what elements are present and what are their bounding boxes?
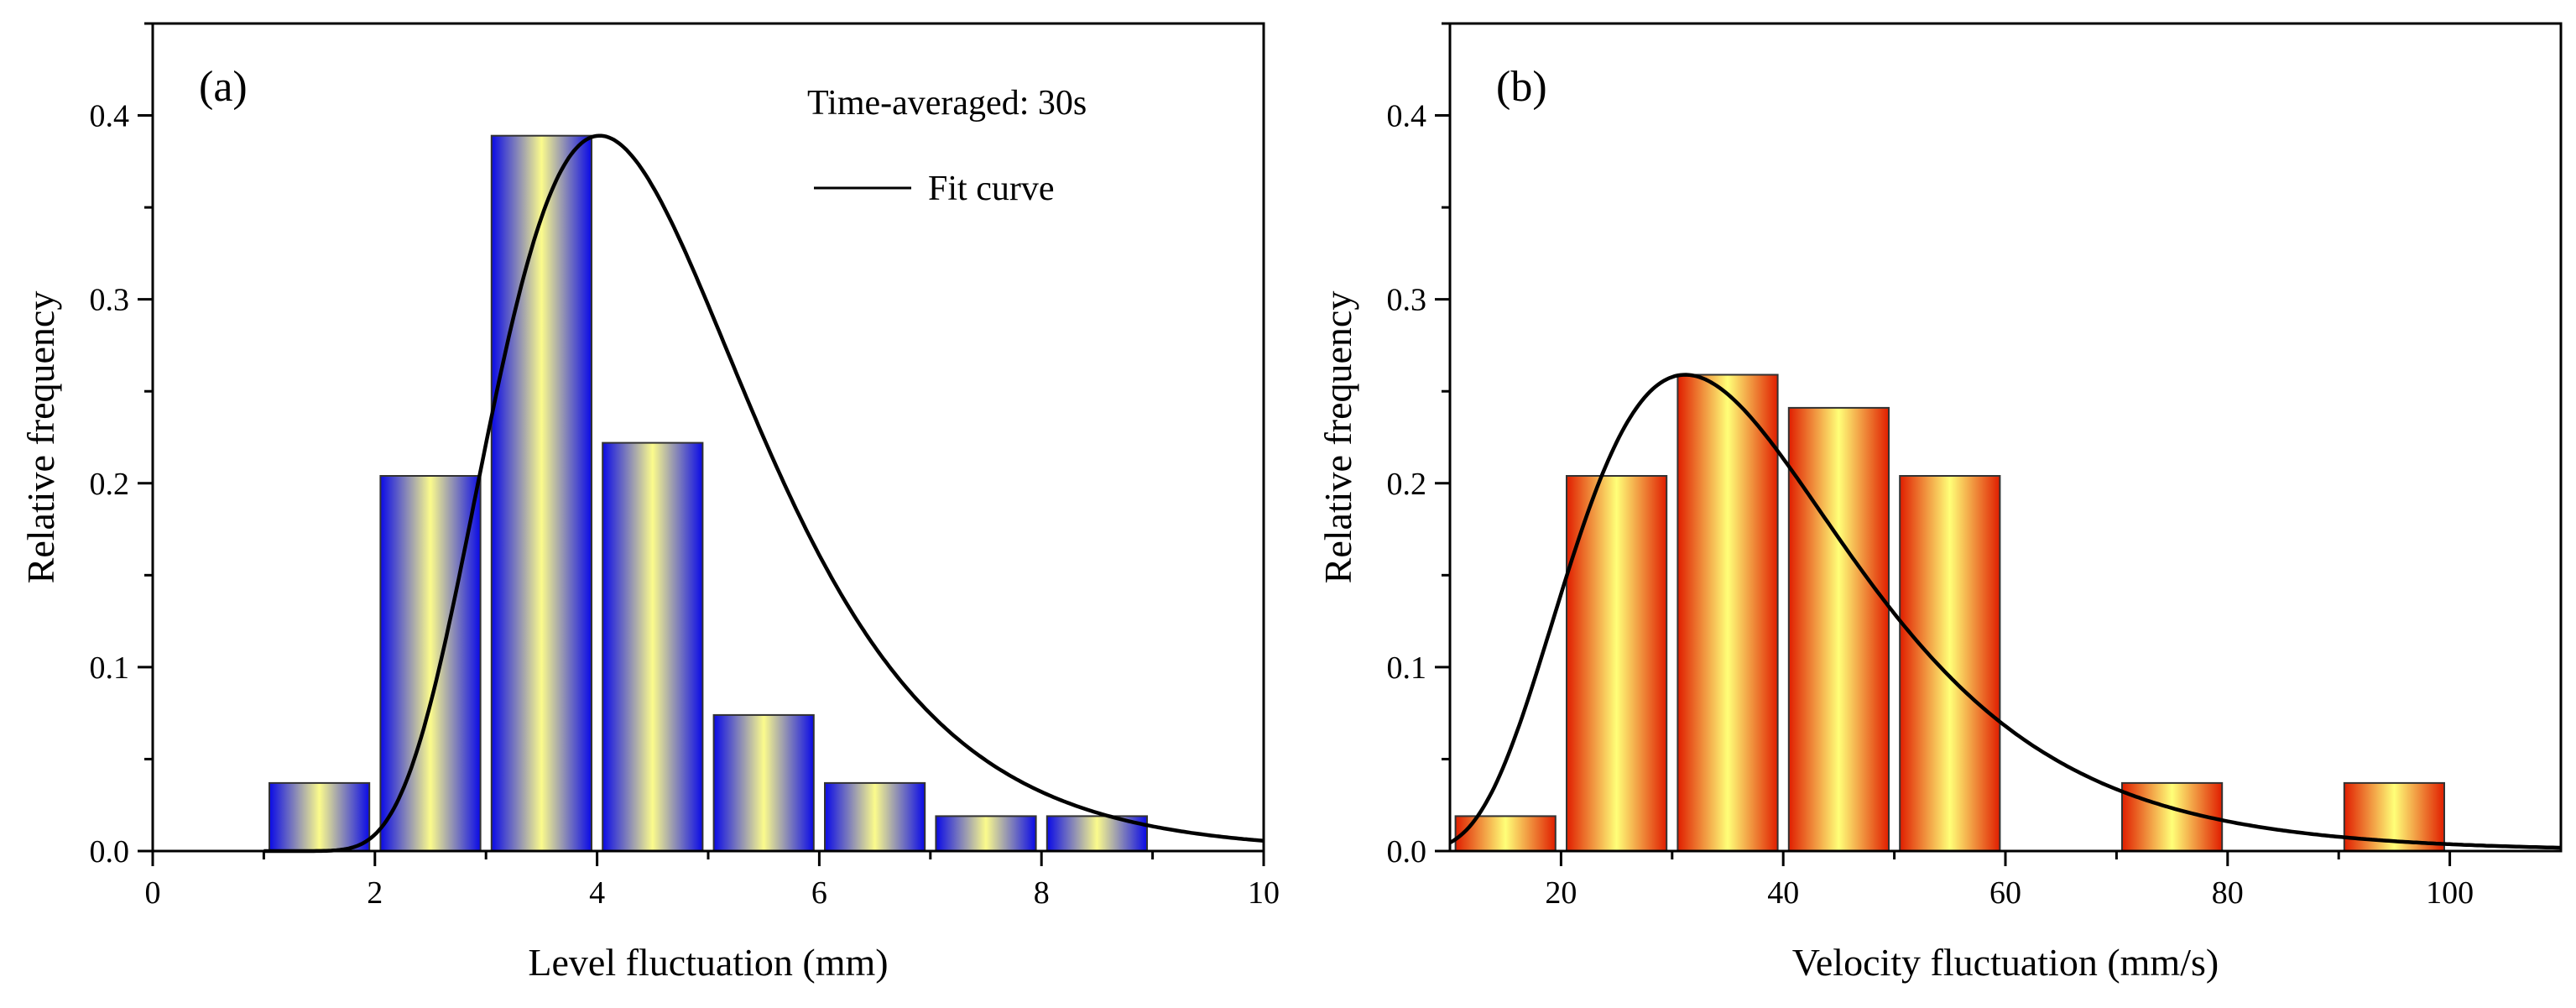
ticks-b: 20 40 60 80 100 0.0 0.1 0.2 0.3 0.4: [1387, 22, 2474, 911]
bar-b-3: [1787, 406, 1890, 852]
x-tick-label-b-3: 80: [2212, 875, 2244, 911]
bar-a-5: [824, 781, 926, 853]
chart-panel-b: 20 40 60 80 100 0.0 0.1 0.2 0.3 0.4 (b) Velocity …: [1317, 22, 2563, 984]
x-tick-label-b-1: 40: [1767, 875, 1799, 911]
fit-curve-b: [1448, 373, 2561, 850]
bars-b: [1454, 373, 2446, 853]
bar-b-2: [1676, 373, 1779, 852]
bar-a-2: [490, 134, 592, 852]
y-axis-label-a: Relative frequency: [19, 291, 62, 584]
bar-a-4: [712, 713, 815, 853]
ticks-a: 0 2 4 6 8 10 0.0 0.1 0.2 0.3 0.4: [90, 22, 1280, 911]
y-tick-label-b-0: 0.0: [1387, 834, 1427, 870]
fit-curve-a: [263, 133, 1265, 854]
y-tick-label-a-2: 0.2: [90, 467, 130, 502]
x-tick-label-a-3: 6: [811, 875, 827, 911]
bar-a-6: [935, 815, 1037, 853]
y-tick-label-a-4: 0.4: [90, 99, 130, 134]
legend-label-fit-curve: Fit curve: [928, 170, 1054, 208]
x-tick-label-a-4: 8: [1034, 875, 1050, 911]
y-tick-label-b-2: 0.2: [1387, 467, 1427, 502]
y-tick-label-b-4: 0.4: [1387, 99, 1427, 134]
y-tick-label-a-1: 0.1: [90, 650, 130, 686]
x-tick-label-b-0: 20: [1545, 875, 1577, 911]
y-tick-label-b-1: 0.1: [1387, 650, 1427, 686]
panel-label-b: (b): [1496, 63, 1547, 111]
x-tick-label-a-1: 2: [367, 875, 383, 911]
chart-panel-a: 0 2 4 6 8 10 0.0 0.1 0.2 0.3 0.4 (a) Level fluctua…: [19, 22, 1280, 984]
bar-b-0: [1454, 815, 1557, 853]
y-axis-label-b: Relative frequency: [1317, 291, 1359, 584]
x-tick-label-a-2: 4: [589, 875, 605, 911]
bar-b-1: [1566, 475, 1668, 852]
annotation-time-averaged: Time-averaged: 30s: [807, 84, 1087, 123]
x-axis-label-a: Level fluctuation (mm): [528, 941, 888, 984]
y-tick-label-b-3: 0.3: [1387, 283, 1427, 318]
x-tick-label-b-4: 100: [2426, 875, 2474, 911]
bar-a-0: [269, 781, 371, 853]
bar-a-3: [602, 441, 704, 852]
y-tick-label-a-3: 0.3: [90, 283, 130, 318]
x-tick-label-a-0: 0: [145, 875, 161, 911]
bar-a-1: [379, 475, 482, 852]
bars-a: [269, 134, 1149, 853]
x-tick-label-a-5: 10: [1248, 875, 1280, 911]
bar-b-4: [1899, 475, 2001, 852]
y-tick-label-a-0: 0.0: [90, 834, 130, 870]
x-axis-label-b: Velocity fluctuation (mm/s): [1792, 941, 2219, 984]
panel-label-a: (a): [199, 63, 248, 111]
plot-frame-a: [151, 22, 1265, 853]
x-tick-label-b-2: 60: [1989, 875, 2021, 911]
